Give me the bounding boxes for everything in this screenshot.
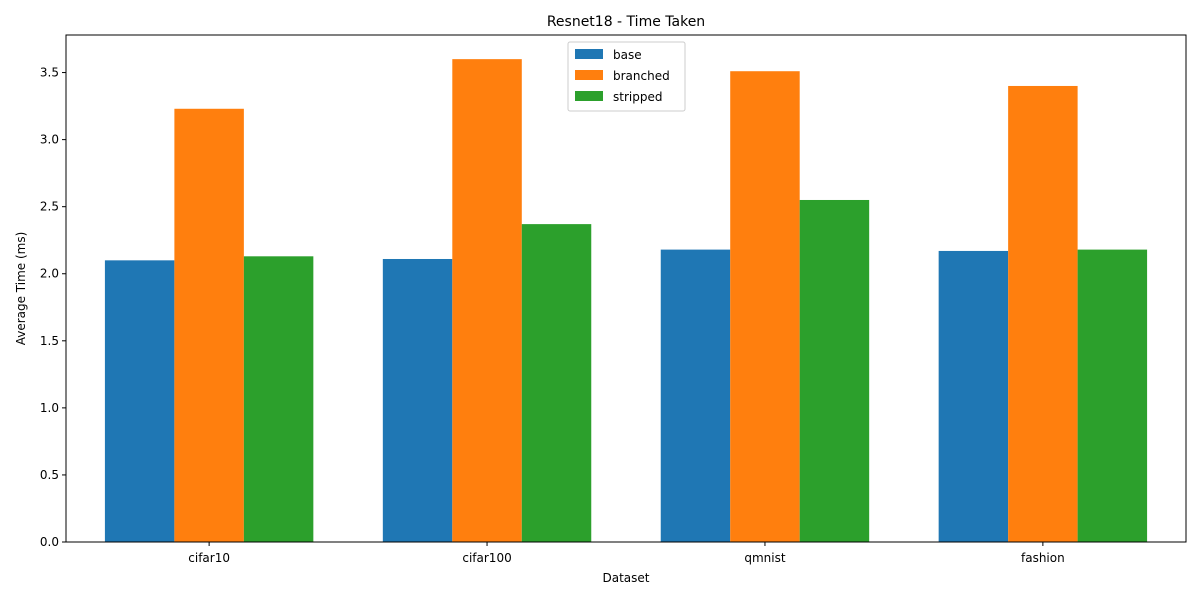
plot-frame <box>65 34 1187 543</box>
y-tick-label: 3.0 <box>40 133 59 147</box>
y-axis-label: Average Time (ms) <box>14 232 28 346</box>
y-tick-label: 0.0 <box>40 535 59 549</box>
legend-label-branched: branched <box>613 69 670 83</box>
bar-base-fashion <box>938 250 1009 542</box>
bar-stripped-fashion <box>1077 249 1148 542</box>
bar-base-qmnist <box>660 249 731 542</box>
chart-title: Resnet18 - Time Taken <box>547 14 705 30</box>
y-tick-label: 2.5 <box>40 200 59 214</box>
y-tick-label: 2.0 <box>40 267 59 281</box>
x-tick-label: qmnist <box>744 551 785 565</box>
bar-base-cifar100 <box>382 258 453 542</box>
y-tick-label: 1.0 <box>40 401 59 415</box>
bar-branched-cifar10 <box>174 108 244 543</box>
legend: base branched stripped <box>567 41 686 112</box>
legend-label-base: base <box>613 48 642 62</box>
y-tick-label: 1.5 <box>40 334 59 348</box>
bar-branched-qmnist <box>730 71 800 542</box>
bar-branched-fashion <box>1008 85 1078 542</box>
legend-swatch-stripped <box>575 91 603 101</box>
bars-group <box>104 59 1148 543</box>
y-tick-label: 0.5 <box>40 468 59 482</box>
legend-label-stripped: stripped <box>613 90 662 104</box>
x-tick-label: cifar10 <box>188 551 230 565</box>
bar-base-cifar10 <box>104 260 175 542</box>
bar-branched-cifar100 <box>452 59 522 543</box>
legend-swatch-branched <box>575 70 603 80</box>
x-tick-label: fashion <box>1021 551 1065 565</box>
bar-stripped-cifar100 <box>521 224 592 542</box>
bar-stripped-cifar10 <box>243 256 314 542</box>
x-tick-label: cifar100 <box>462 551 511 565</box>
x-axis-label: Dataset <box>603 571 650 585</box>
y-tick-label: 3.5 <box>40 66 59 80</box>
legend-swatch-base <box>575 49 603 59</box>
bar-stripped-qmnist <box>799 199 870 542</box>
y-axis: 0.0 0.5 1.0 1.5 2.0 2.5 3.0 3.5 <box>40 66 66 549</box>
x-axis: cifar10 cifar100 qmnist fashion <box>188 542 1065 565</box>
